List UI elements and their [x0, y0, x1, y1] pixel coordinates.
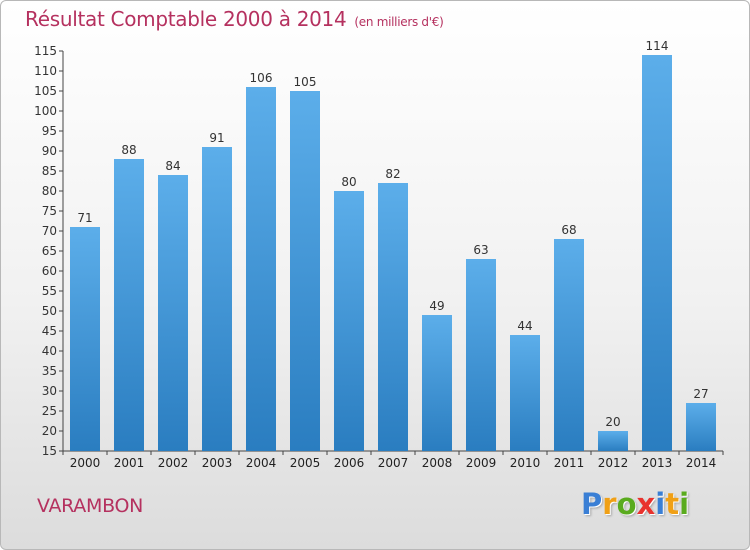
y-tick-label: 90 — [42, 144, 57, 158]
y-tick-label: 105 — [34, 84, 57, 98]
y-tick-label: 25 — [42, 404, 57, 418]
x-tick-label-2001: 2001 — [114, 456, 145, 470]
value-label-2003: 91 — [209, 131, 224, 145]
bar-2008 — [422, 315, 452, 451]
logo-letter: x — [636, 487, 656, 521]
x-tick-label-2004: 2004 — [246, 456, 277, 470]
bar-2001 — [114, 159, 144, 451]
logo-letter: r — [602, 487, 617, 521]
value-label-2009: 63 — [473, 243, 488, 257]
bar-2004 — [246, 87, 276, 451]
chart-title-text: Résultat Comptable 2000 à 2014 — [25, 7, 347, 31]
y-tick-label: 30 — [42, 384, 57, 398]
value-label-2007: 82 — [385, 167, 400, 181]
chart-title: Résultat Comptable 2000 à 2014 (en millie… — [25, 7, 444, 31]
y-tick-label: 80 — [42, 184, 57, 198]
chart-axes: 15 20 25 30 35 40 45 50 55 60 65 70 75 80 85 90 95 100 105… — [34, 44, 724, 470]
proxiti-logo: Proxiti — [581, 487, 689, 521]
bar-2005 — [290, 91, 320, 451]
chart-subtitle: (en milliers d'€) — [354, 15, 444, 29]
y-tick-label: 85 — [42, 164, 57, 178]
chart-bars — [70, 55, 716, 451]
commune-name: VARAMBON — [37, 495, 144, 517]
x-tick-label-2007: 2007 — [378, 456, 409, 470]
x-tick-label-2000: 2000 — [70, 456, 101, 470]
y-tick-label: 35 — [42, 364, 57, 378]
y-tick-label: 75 — [42, 204, 57, 218]
x-tick-label-2012: 2012 — [598, 456, 629, 470]
y-tick-label: 115 — [34, 44, 57, 58]
bar-2002 — [158, 175, 188, 451]
logo-letter: i — [679, 487, 690, 521]
bar-2006 — [334, 191, 364, 451]
y-tick-label: 70 — [42, 224, 57, 238]
bar-2012 — [598, 431, 628, 451]
value-label-2002: 84 — [165, 159, 180, 173]
x-tick-label-2009: 2009 — [466, 456, 497, 470]
value-label-2010: 44 — [517, 319, 532, 333]
x-tick-label-2014: 2014 — [686, 456, 717, 470]
bar-2007 — [378, 183, 408, 451]
x-tick-label-2003: 2003 — [202, 456, 233, 470]
y-tick-label: 55 — [42, 284, 57, 298]
chart-value-labels: 71 88 84 91 106 105 80 82 49 63 44 68 20 114 27 — [77, 39, 708, 429]
y-tick-label: 110 — [34, 64, 57, 78]
logo-letter: i — [655, 487, 666, 521]
value-label-2004: 106 — [250, 71, 273, 85]
y-tick-label: 45 — [42, 324, 57, 338]
bar-2014 — [686, 403, 716, 451]
value-label-2005: 105 — [294, 75, 317, 89]
value-label-2014: 27 — [693, 387, 708, 401]
x-tick-label-2002: 2002 — [158, 456, 189, 470]
value-label-2001: 88 — [121, 143, 136, 157]
bar-2003 — [202, 147, 232, 451]
y-tick-label: 40 — [42, 344, 57, 358]
value-label-2000: 71 — [77, 211, 92, 225]
x-tick-label-2008: 2008 — [422, 456, 453, 470]
value-label-2011: 68 — [561, 223, 576, 237]
bar-2000 — [70, 227, 100, 451]
y-tick-label: 65 — [42, 244, 57, 258]
y-tick-label: 95 — [42, 124, 57, 138]
bar-2009 — [466, 259, 496, 451]
y-tick-label: 60 — [42, 264, 57, 278]
x-tick-label-2005: 2005 — [290, 456, 321, 470]
x-tick-label-2006: 2006 — [334, 456, 365, 470]
x-tick-label-2010: 2010 — [510, 456, 541, 470]
y-tick-label: 50 — [42, 304, 57, 318]
logo-letter: t — [665, 487, 680, 521]
value-label-2012: 20 — [605, 415, 620, 429]
x-tick-label-2013: 2013 — [642, 456, 673, 470]
x-tick-label-2011: 2011 — [554, 456, 585, 470]
logo-letter: o — [616, 487, 637, 521]
bar-2013 — [642, 55, 672, 451]
value-label-2013: 114 — [646, 39, 669, 53]
value-label-2008: 49 — [429, 299, 444, 313]
y-tick-label: 100 — [34, 104, 57, 118]
value-label-2006: 80 — [341, 175, 356, 189]
bar-2011 — [554, 239, 584, 451]
y-tick-label: 20 — [42, 424, 57, 438]
y-tick-label: 15 — [42, 444, 57, 458]
logo-letter: P — [581, 487, 603, 521]
bar-2010 — [510, 335, 540, 451]
